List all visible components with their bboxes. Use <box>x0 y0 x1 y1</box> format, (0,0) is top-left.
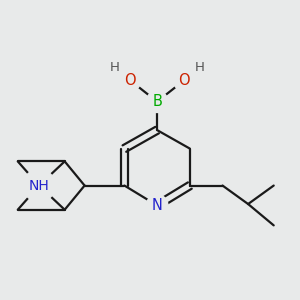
Circle shape <box>119 70 141 91</box>
Circle shape <box>146 91 168 112</box>
Circle shape <box>146 195 168 216</box>
Text: O: O <box>178 73 190 88</box>
Text: N: N <box>152 198 163 213</box>
Circle shape <box>23 169 55 202</box>
Text: O: O <box>124 73 136 88</box>
Text: H: H <box>195 61 205 74</box>
Text: H: H <box>110 61 119 74</box>
Circle shape <box>173 70 195 91</box>
Text: NH: NH <box>29 178 50 193</box>
Text: B: B <box>152 94 162 109</box>
